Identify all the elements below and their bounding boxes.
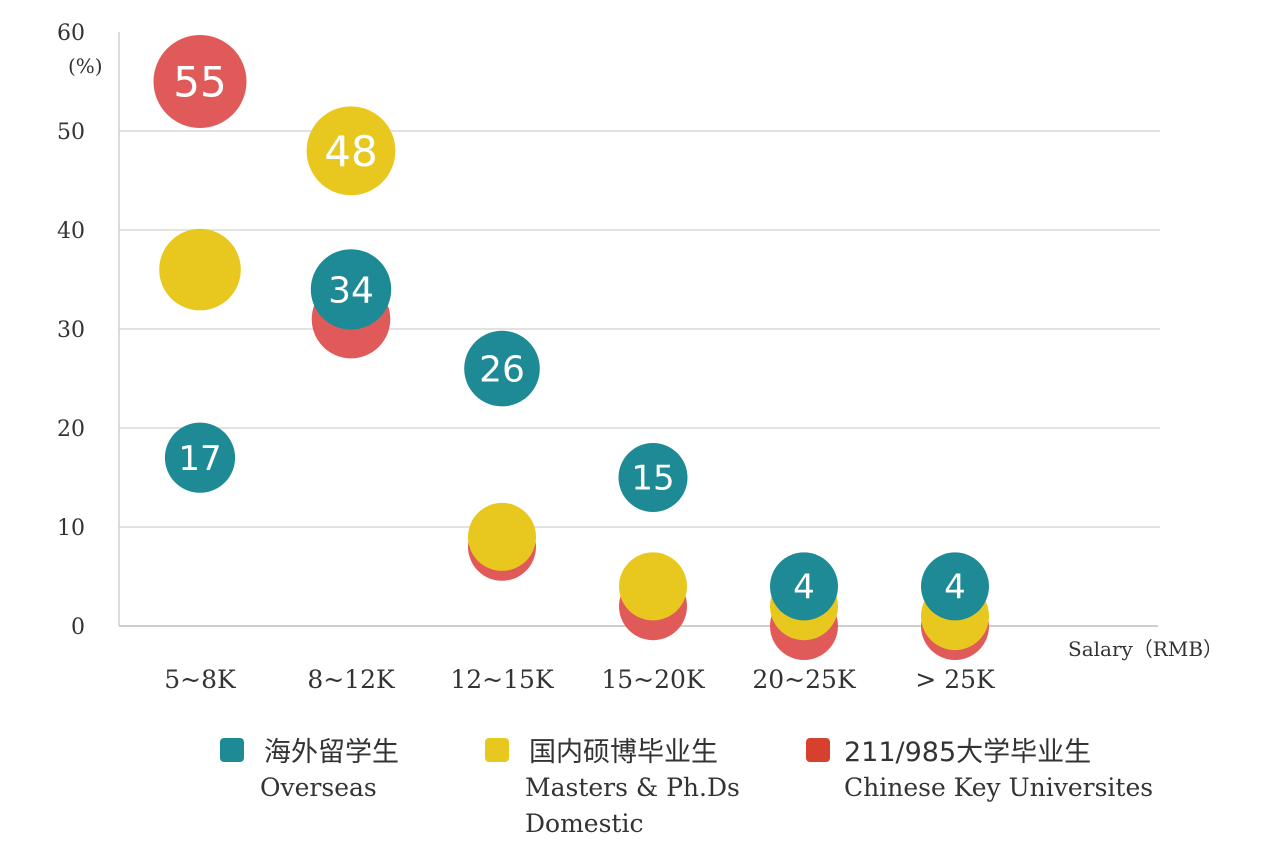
bubble-domestic (159, 228, 241, 311)
bubble-value-label: 55 (173, 58, 226, 107)
y-tick-label: 0 (71, 615, 85, 640)
bubble-domestic (306, 106, 396, 196)
y-tick-label: 30 (57, 318, 85, 343)
bubble-key-universities (153, 35, 247, 128)
bubble-overseas (770, 552, 838, 621)
bubble-overseas (618, 443, 688, 512)
y-tick-label: 40 (57, 219, 85, 244)
bubble-overseas (310, 249, 392, 330)
y-tick-label: 10 (57, 516, 85, 541)
y-axis-ticks: 0 10 20 30 40 50 60 (57, 21, 85, 640)
bubbles: 55 48 17 34 26 15 4 4 (153, 35, 989, 660)
legend-label-domestic-en-2: Domestic (525, 809, 644, 838)
y-tick-label: 20 (57, 417, 85, 442)
legend-label-key-en: Chinese Key Universites (844, 773, 1154, 802)
legend-overseas: 海外留学生 Overseas (220, 730, 460, 820)
bubble-overseas (164, 422, 236, 493)
bubble-value-label: 26 (479, 350, 525, 391)
legend-label-overseas-cn: 海外留学生 (264, 737, 399, 768)
bubble-value-label: 4 (793, 568, 815, 608)
grid-lines (119, 130, 1160, 627)
y-axis-unit: (%) (68, 54, 103, 78)
legend-swatch-overseas (220, 738, 244, 762)
legend-label-domestic-cn: 国内硕博毕业生 (529, 737, 718, 768)
bubble-value-label: 15 (631, 459, 674, 499)
legend-label-overseas-en: Overseas (260, 773, 377, 802)
y-tick-label: 50 (57, 120, 85, 145)
x-tick-label: 15~20K (601, 665, 706, 694)
legend-swatch-key-universities (806, 738, 830, 762)
bubble-value-label: 4 (944, 568, 966, 608)
legend-domestic: 国内硕博毕业生 Masters & Ph.Ds Domestic (485, 730, 775, 840)
x-tick-label: 5~8K (164, 665, 237, 694)
x-tick-label: 12~15K (450, 665, 555, 694)
y-tick-label: 60 (57, 21, 85, 46)
x-tick-label: 20~25K (752, 665, 857, 694)
bubble-value-label: 34 (328, 270, 374, 311)
bubble-overseas (921, 552, 989, 621)
legend-key-universities: 211/985大学毕业生 Chinese Key Universites (806, 730, 1206, 820)
bubble-value-label: 17 (178, 439, 221, 479)
legend-label-key-cn: 211/985大学毕业生 (844, 737, 1092, 768)
x-axis-title: Salary（RMB） (1068, 637, 1223, 661)
x-tick-label: 8~12K (307, 665, 396, 694)
legend-swatch-domestic (485, 738, 509, 762)
x-tick-label: > 25K (915, 665, 996, 694)
bubble-domestic (468, 502, 536, 571)
legend-label-domestic-en-1: Masters & Ph.Ds (525, 773, 740, 802)
x-axis-ticks: 5~8K 8~12K 12~15K 15~20K 20~25K > 25K (164, 665, 996, 694)
bubble-value-label: 48 (324, 127, 377, 176)
bubble-overseas (464, 330, 540, 407)
bubble-domestic (619, 552, 687, 621)
